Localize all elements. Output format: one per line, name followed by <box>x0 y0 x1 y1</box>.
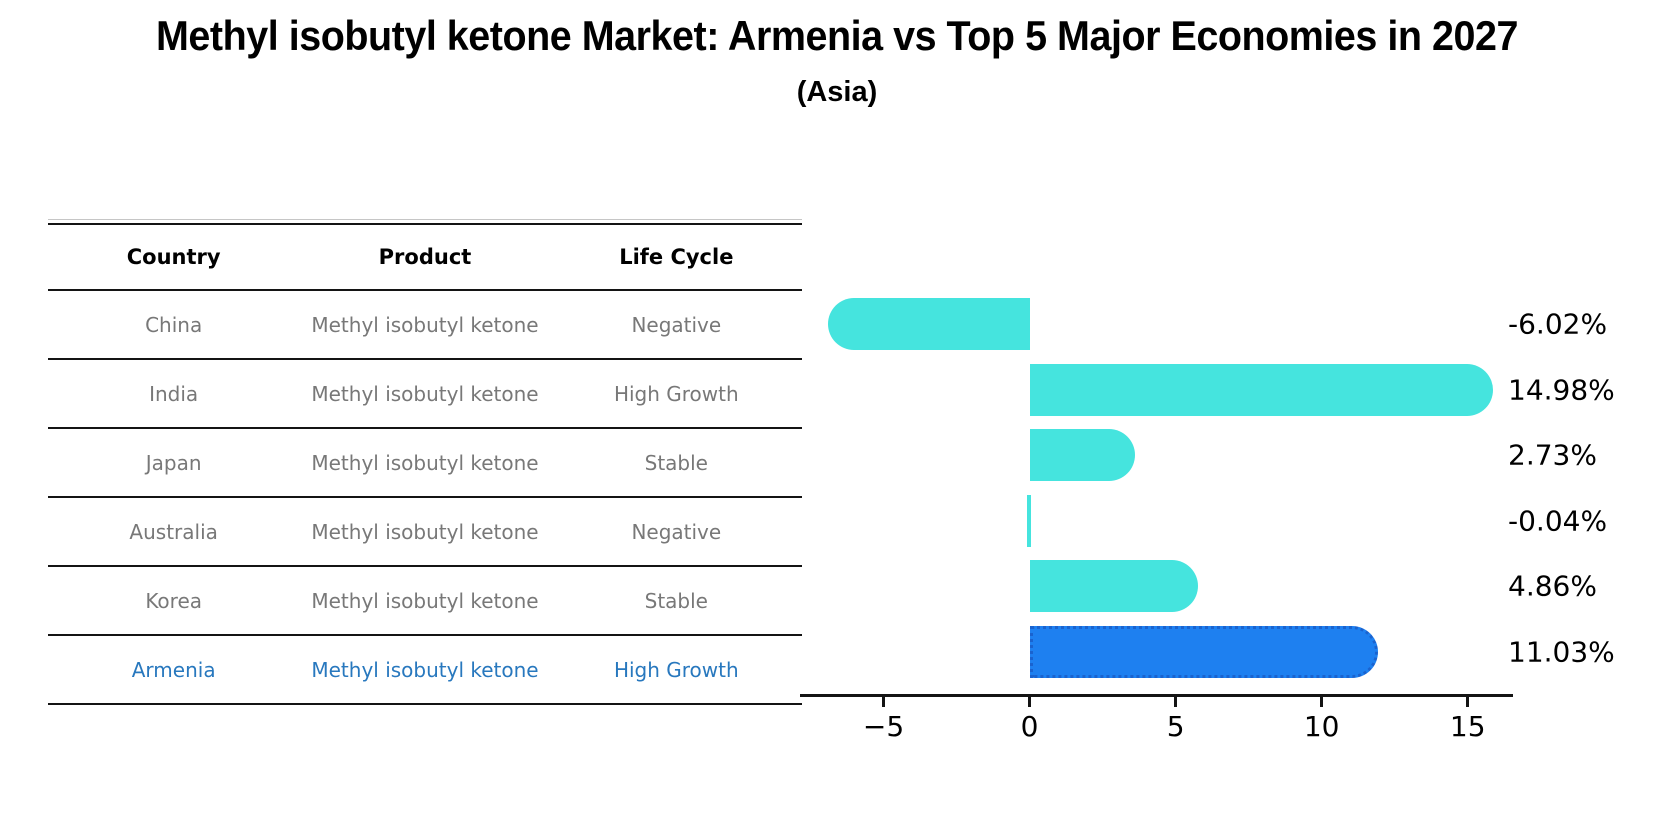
value-label-korea: 4.86% <box>1508 569 1597 603</box>
x-tick-mark <box>1174 697 1177 707</box>
x-tick-mark <box>1466 697 1469 707</box>
bar-korea <box>1029 560 1198 612</box>
column-header-product: Product <box>378 245 472 269</box>
value-label-japan: 2.73% <box>1508 438 1597 472</box>
cell-life-cycle: Negative <box>631 519 722 544</box>
bar-japan <box>1029 429 1136 481</box>
x-tick-mark <box>1320 697 1323 707</box>
page-subtitle: (Asia) <box>796 76 878 108</box>
value-label-armenia: 11.03% <box>1508 635 1615 668</box>
table-row-korea: Korea Methyl isobutyl ketone Stable <box>48 565 802 634</box>
value-label-india: 14.98% <box>1508 373 1615 406</box>
cell-country: India <box>149 381 199 406</box>
bar-china <box>827 298 1030 350</box>
cell-country: Korea <box>145 588 203 613</box>
x-axis-line <box>800 694 1513 697</box>
cell-product: Methyl isobutyl ketone <box>311 519 539 544</box>
table-body: China Methyl isobutyl ketone Negative India… <box>48 289 802 705</box>
page-title: Methyl isobutyl ketone Market: Armenia v… <box>156 12 1518 59</box>
cell-country: Armenia <box>131 657 216 682</box>
cell-product: Methyl isobutyl ketone <box>311 450 539 475</box>
value-label-china: -6.02% <box>1508 307 1608 341</box>
table-row-china: China Methyl isobutyl ketone Negative <box>48 289 802 358</box>
table-row-japan: Japan Methyl isobutyl ketone Stable <box>48 427 802 496</box>
cell-country: Australia <box>129 519 218 544</box>
x-tick-label: 0 <box>1020 710 1039 743</box>
cell-product: Methyl isobutyl ketone <box>311 588 539 613</box>
table-row-india: India Methyl isobutyl ketone High Growth <box>48 358 802 427</box>
bar-india <box>1029 363 1494 416</box>
bar-armenia <box>1029 625 1378 678</box>
economies-table: Country Product Life Cycle China Methyl i… <box>48 219 802 705</box>
table-top-faint-rule <box>48 219 802 220</box>
cell-product: Methyl isobutyl ketone <box>311 657 539 682</box>
x-tick-label: 10 <box>1303 710 1340 743</box>
cell-life-cycle: Stable <box>644 450 708 475</box>
cell-life-cycle: Negative <box>631 312 722 337</box>
bar-australia <box>1027 494 1031 547</box>
column-header-life-cycle: Life Cycle <box>619 245 734 269</box>
x-tick-mark <box>882 697 885 707</box>
x-tick-label: −5 <box>862 710 905 743</box>
cell-product: Methyl isobutyl ketone <box>311 381 539 406</box>
cell-product: Methyl isobutyl ketone <box>311 312 539 337</box>
table-row-armenia: Armenia Methyl isobutyl ketone High Growth <box>48 634 802 703</box>
x-tick-mark <box>1028 697 1031 707</box>
column-header-country: Country <box>126 245 221 269</box>
cell-life-cycle: High Growth <box>613 381 739 406</box>
x-tick-label: 15 <box>1449 710 1486 743</box>
cell-life-cycle: High Growth <box>613 657 739 682</box>
table-header-row: Country Product Life Cycle <box>48 223 802 289</box>
cell-country: Japan <box>145 450 202 475</box>
value-label-australia: -0.04% <box>1508 504 1608 537</box>
x-tick-label: 5 <box>1166 710 1185 743</box>
cell-life-cycle: Stable <box>644 588 708 613</box>
cell-country: China <box>145 312 203 337</box>
table-row-australia: Australia Methyl isobutyl ketone Negative <box>48 496 802 565</box>
